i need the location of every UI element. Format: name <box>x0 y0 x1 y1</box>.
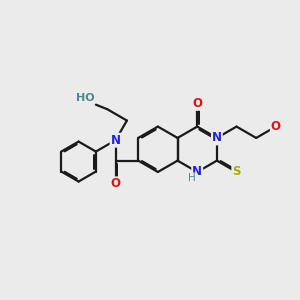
Text: H: H <box>188 173 196 183</box>
Text: N: N <box>212 131 222 144</box>
Text: N: N <box>192 166 202 178</box>
Text: O: O <box>192 97 202 110</box>
Text: O: O <box>110 177 121 190</box>
Text: N: N <box>110 134 121 147</box>
Text: O: O <box>271 120 281 133</box>
Text: S: S <box>232 166 241 178</box>
Text: HO: HO <box>76 93 94 103</box>
